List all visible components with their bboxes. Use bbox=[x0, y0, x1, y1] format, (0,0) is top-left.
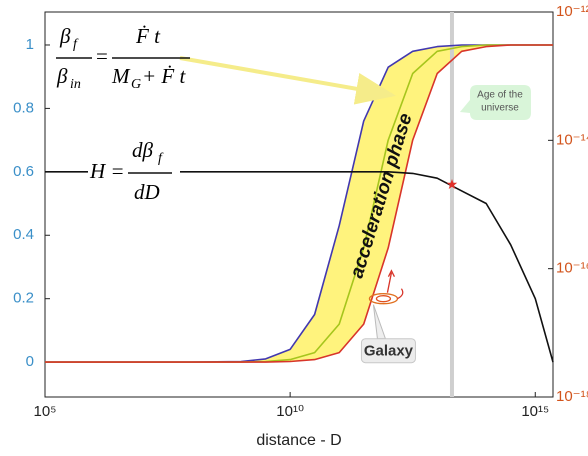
y-tick-label: 0.6 bbox=[13, 163, 34, 180]
y-tick-label: 0.8 bbox=[13, 99, 34, 116]
formula-text: β bbox=[56, 64, 68, 88]
y2-tick-label: 10⁻¹⁸ bbox=[556, 388, 588, 405]
formula-text: G bbox=[131, 77, 141, 92]
universe-callout: Age of the universe bbox=[460, 85, 531, 120]
x-axis-label: distance - D bbox=[256, 432, 341, 449]
galaxy-label: Galaxy bbox=[364, 343, 414, 360]
formula-text: β bbox=[59, 24, 71, 48]
formula-beta: β f β in = Ḟ t M G + Ḟ t bbox=[50, 20, 392, 98]
formula-text: in bbox=[70, 77, 81, 92]
formula-text: + Ḟ t bbox=[142, 64, 186, 88]
x-tick-label: 10⁵ bbox=[34, 403, 57, 420]
formula-text: Ḟ t bbox=[135, 24, 161, 48]
y-tick-label: 0.4 bbox=[13, 226, 34, 243]
y-tick-label: 1 bbox=[26, 36, 34, 53]
callout-text: universe bbox=[481, 103, 519, 114]
formula-text: dD bbox=[134, 180, 160, 204]
x-tick-label: 10¹⁵ bbox=[521, 403, 549, 420]
callout-text: Age of the bbox=[477, 90, 523, 101]
chart: acceleration phase β f β in = Ḟ t M G + … bbox=[0, 0, 588, 456]
x-tick-label: 10¹⁰ bbox=[276, 403, 304, 420]
formula-h: H = dβ f dD bbox=[88, 138, 180, 206]
galaxy-arm bbox=[397, 289, 402, 299]
y2-tick-label: 10⁻¹⁶ bbox=[556, 260, 588, 277]
y2-tick-label: 10⁻¹⁴ bbox=[556, 131, 588, 148]
y2-tick-label: 10⁻¹² bbox=[556, 3, 588, 20]
galaxy-ring bbox=[376, 296, 390, 302]
formula-text: M bbox=[111, 64, 131, 88]
galaxy-pointer bbox=[373, 305, 385, 339]
galaxy-arrow bbox=[387, 271, 394, 293]
formula-text: dβ bbox=[132, 138, 154, 162]
formula-text: H = bbox=[89, 159, 125, 183]
formula-text: = bbox=[96, 44, 108, 68]
y-tick-label: 0 bbox=[26, 353, 34, 370]
y-tick-label: 0.2 bbox=[13, 290, 34, 307]
